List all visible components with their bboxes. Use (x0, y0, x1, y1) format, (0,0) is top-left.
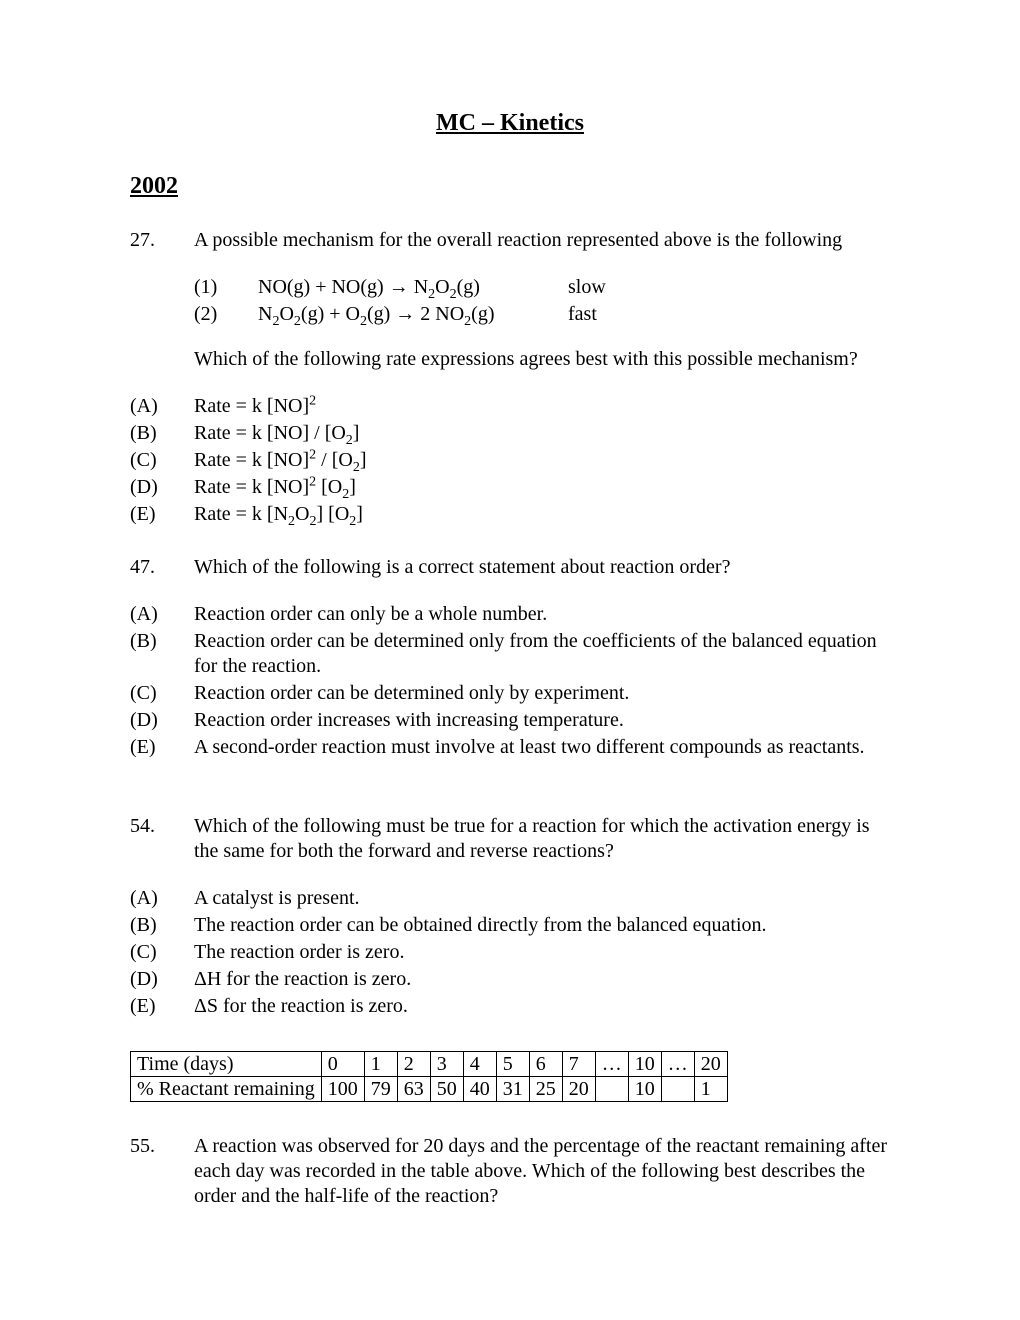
option-text: Rate = k [NO]2 (194, 394, 890, 419)
option-letter: (B) (130, 421, 194, 446)
option-d: (D) Reaction order increases with increa… (130, 708, 890, 733)
question-54: 54. Which of the following must be true … (130, 814, 890, 864)
option-text: Reaction order can only be a whole numbe… (194, 602, 890, 627)
option-e: (E) ΔS for the reaction is zero. (130, 994, 890, 1019)
table-cell: … (595, 1052, 628, 1077)
table-cell: 0 (321, 1052, 364, 1077)
option-c: (C) Reaction order can be determined onl… (130, 681, 890, 706)
question-stem: A possible mechanism for the overall rea… (194, 228, 890, 253)
option-c: (C) The reaction order is zero. (130, 940, 890, 965)
table-cell (661, 1077, 694, 1102)
question-number: 55. (130, 1134, 194, 1209)
table-cell: 20 (562, 1077, 595, 1102)
option-letter: (A) (130, 602, 194, 627)
option-letter: (C) (130, 681, 194, 706)
question-stem: A reaction was observed for 20 days and … (194, 1134, 890, 1209)
table-cell: 4 (463, 1052, 496, 1077)
table-cell: 1 (364, 1052, 397, 1077)
option-letter: (D) (130, 475, 194, 500)
option-a: (A) Rate = k [NO]2 (130, 394, 890, 419)
option-b: (B) Rate = k [NO] / [O2] (130, 421, 890, 446)
option-text: A catalyst is present. (194, 886, 890, 911)
option-letter: (B) (130, 913, 194, 938)
mechanism-equation: NO(g) + NO(g) → N2O2(g) (258, 275, 568, 300)
option-letter: (D) (130, 708, 194, 733)
table-cell: 5 (496, 1052, 529, 1077)
table-cell: 7 (562, 1052, 595, 1077)
option-text: Reaction order increases with increasing… (194, 708, 890, 733)
option-d: (D) ΔH for the reaction is zero. (130, 967, 890, 992)
option-text: ΔH for the reaction is zero. (194, 967, 890, 992)
mechanism-step-2: (2) N2O2(g) + O2(g) → 2 NO2(g) fast (130, 302, 890, 327)
option-text: The reaction order is zero. (194, 940, 890, 965)
table-cell: 40 (463, 1077, 496, 1102)
option-letter: (E) (130, 502, 194, 527)
data-table: Time (days) 0 1 2 3 4 5 6 7 … 10 … 20 % … (130, 1051, 728, 1102)
option-text: Rate = k [N2O2] [O2] (194, 502, 890, 527)
page-title: MC – Kinetics (130, 110, 890, 137)
option-text: Reaction order can be determined only by… (194, 681, 890, 706)
option-a: (A) Reaction order can only be a whole n… (130, 602, 890, 627)
option-text: Rate = k [NO]2 [O2] (194, 475, 890, 500)
row-label: % Reactant remaining (131, 1077, 322, 1102)
option-e: (E) A second-order reaction must involve… (130, 735, 890, 760)
mechanism-speed: slow (568, 275, 890, 300)
option-letter: (E) (130, 735, 194, 760)
row-label: Time (days) (131, 1052, 322, 1077)
table-cell: 25 (529, 1077, 562, 1102)
table-row: % Reactant remaining 100 79 63 50 40 31 … (131, 1077, 728, 1102)
table-cell: … (661, 1052, 694, 1077)
question-number: 47. (130, 555, 194, 580)
year-heading: 2002 (130, 173, 890, 200)
question-47: 47. Which of the following is a correct … (130, 555, 890, 580)
option-letter: (A) (130, 394, 194, 419)
option-a: (A) A catalyst is present. (130, 886, 890, 911)
option-letter: (E) (130, 994, 194, 1019)
table-cell: 6 (529, 1052, 562, 1077)
option-b: (B) The reaction order can be obtained d… (130, 913, 890, 938)
table-cell: 3 (430, 1052, 463, 1077)
mechanism-equation: N2O2(g) + O2(g) → 2 NO2(g) (258, 302, 568, 327)
table-cell: 2 (397, 1052, 430, 1077)
option-text: The reaction order can be obtained direc… (194, 913, 890, 938)
option-b: (B) Reaction order can be determined onl… (130, 629, 890, 679)
mechanism-speed: fast (568, 302, 890, 327)
option-letter: (C) (130, 448, 194, 473)
table-cell: 10 (628, 1077, 661, 1102)
question-27: 27. A possible mechanism for the overall… (130, 228, 890, 253)
document-page: MC – Kinetics 2002 27. A possible mechan… (0, 0, 1020, 1320)
option-e: (E) Rate = k [N2O2] [O2] (130, 502, 890, 527)
table-cell: 79 (364, 1077, 397, 1102)
question-55: 55. A reaction was observed for 20 days … (130, 1134, 890, 1209)
mechanism-tag: (2) (194, 302, 258, 327)
table-row: Time (days) 0 1 2 3 4 5 6 7 … 10 … 20 (131, 1052, 728, 1077)
table-cell: 31 (496, 1077, 529, 1102)
option-c: (C) Rate = k [NO]2 / [O2] (130, 448, 890, 473)
mechanism-tag: (1) (194, 275, 258, 300)
table-cell: 50 (430, 1077, 463, 1102)
table-cell: 100 (321, 1077, 364, 1102)
reaction-data-table: Time (days) 0 1 2 3 4 5 6 7 … 10 … 20 % … (130, 1051, 890, 1102)
question-stem: Which of the following is a correct stat… (194, 555, 890, 580)
option-text: Rate = k [NO]2 / [O2] (194, 448, 890, 473)
option-letter: (C) (130, 940, 194, 965)
option-letter: (A) (130, 886, 194, 911)
question-27-followup: Which of the following rate expressions … (130, 347, 890, 372)
option-d: (D) Rate = k [NO]2 [O2] (130, 475, 890, 500)
option-text: Reaction order can be determined only fr… (194, 629, 890, 679)
table-cell: 10 (628, 1052, 661, 1077)
table-cell (595, 1077, 628, 1102)
question-number: 27. (130, 228, 194, 253)
option-text: Rate = k [NO] / [O2] (194, 421, 890, 446)
question-stem: Which of the following must be true for … (194, 814, 890, 864)
option-text: A second-order reaction must involve at … (194, 735, 890, 760)
option-text: ΔS for the reaction is zero. (194, 994, 890, 1019)
option-letter: (B) (130, 629, 194, 679)
option-letter: (D) (130, 967, 194, 992)
question-number: 54. (130, 814, 194, 864)
mechanism-step-1: (1) NO(g) + NO(g) → N2O2(g) slow (130, 275, 890, 300)
table-cell: 1 (694, 1077, 727, 1102)
table-cell: 63 (397, 1077, 430, 1102)
table-cell: 20 (694, 1052, 727, 1077)
